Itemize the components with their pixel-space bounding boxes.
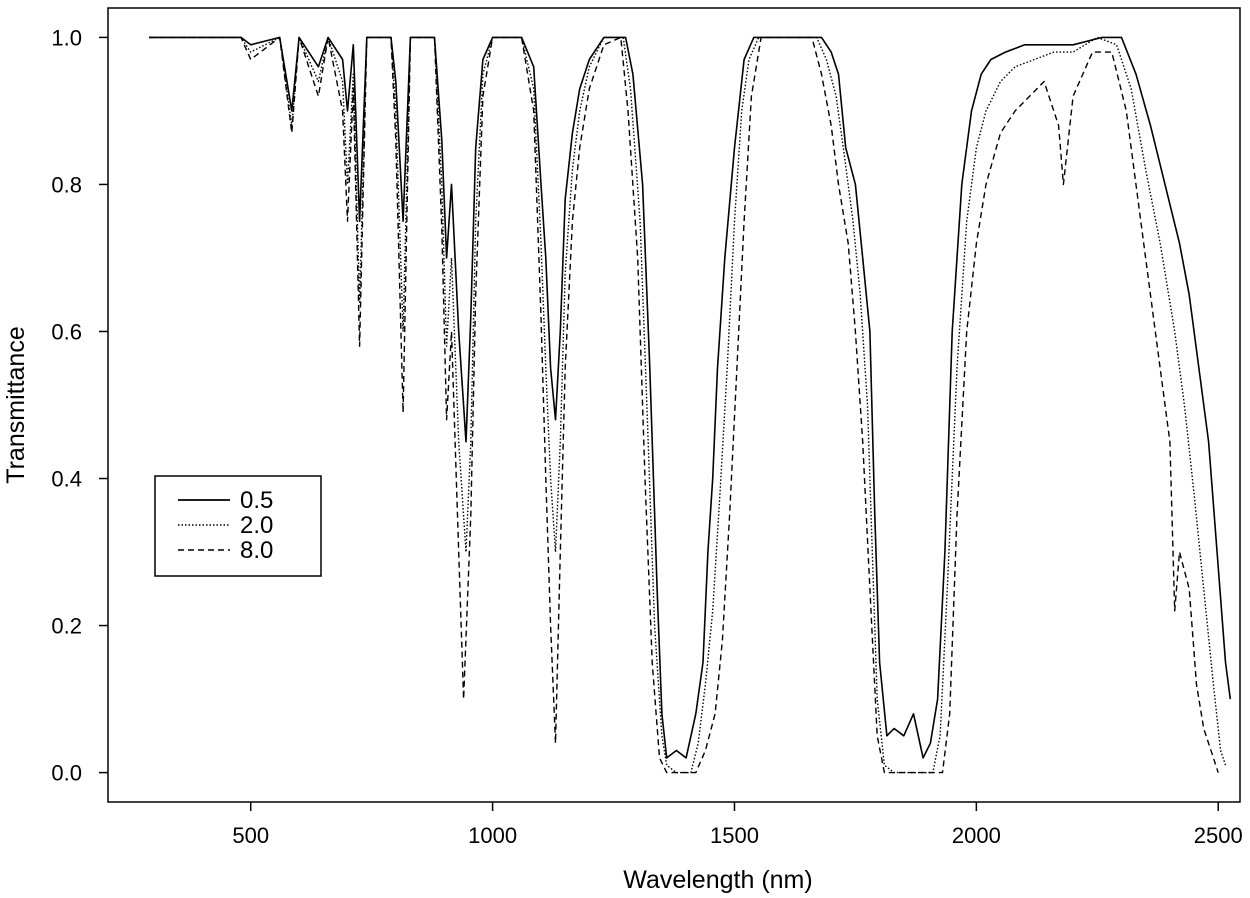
y-tick-label: 0.0	[51, 761, 82, 786]
series-line-8-0	[149, 36, 1219, 774]
legend-label-2: 8.0	[240, 537, 273, 564]
x-tick-label: 2000	[952, 823, 1001, 848]
x-axis-ticks: 500 1000 1500 2000 2500	[232, 802, 1243, 848]
x-tick-label: 2500	[1194, 823, 1243, 848]
series-line-2-0	[149, 36, 1227, 774]
y-axis-ticks: 0.0 0.2 0.4 0.6 0.8 1.0	[51, 25, 108, 786]
legend-label-1: 2.0	[240, 512, 273, 539]
legend-label-0: 0.5	[240, 487, 273, 514]
x-axis-title: Wavelength (nm)	[623, 866, 812, 894]
x-tick-label: 500	[232, 823, 269, 848]
y-tick-label: 0.2	[51, 614, 82, 639]
y-tick-label: 0.8	[51, 172, 82, 197]
legend: 0.5 2.0 8.0	[154, 475, 322, 577]
y-axis-title: Transmittance	[2, 326, 30, 483]
x-tick-label: 1500	[710, 823, 759, 848]
legend-box	[154, 475, 322, 577]
series-line-0-5	[149, 36, 1232, 759]
y-tick-label: 1.0	[51, 25, 82, 50]
plot-frame	[107, 7, 1241, 803]
y-tick-label: 0.6	[51, 319, 82, 344]
x-tick-label: 1000	[468, 823, 517, 848]
y-tick-label: 0.4	[51, 467, 82, 492]
series-lines	[149, 36, 1232, 774]
plot-border	[107, 7, 1241, 803]
